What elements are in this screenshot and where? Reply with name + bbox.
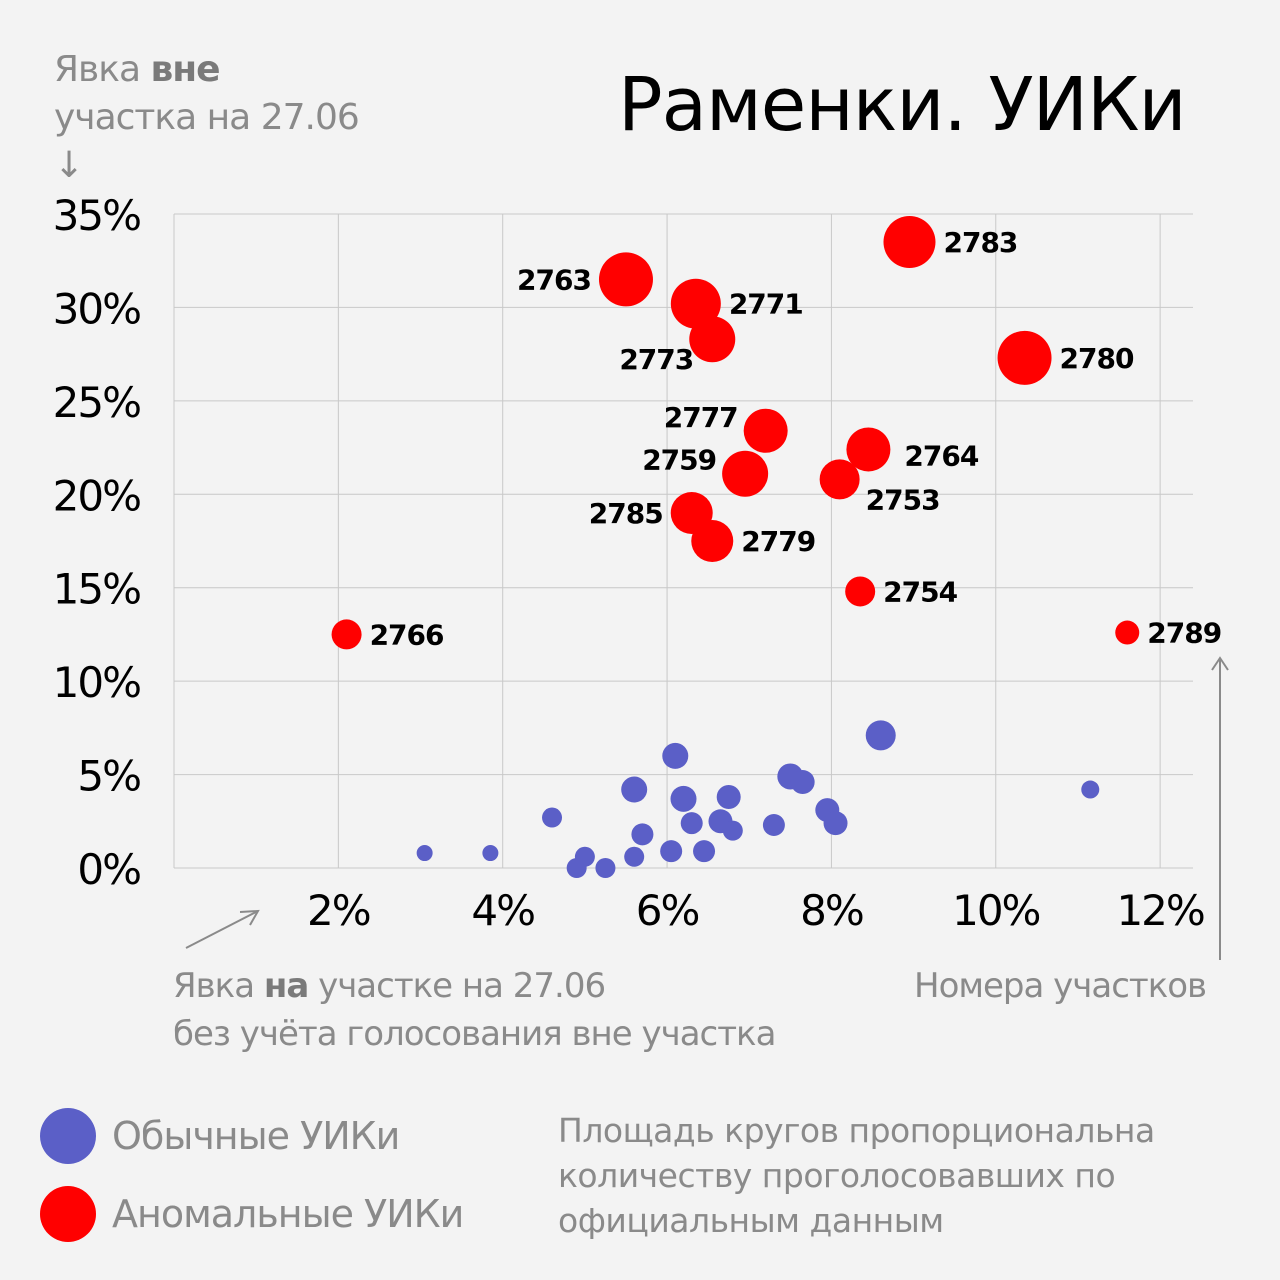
point-label: 2764 bbox=[904, 439, 978, 472]
point-label: 2780 bbox=[1060, 342, 1134, 375]
anomalous-point bbox=[1115, 620, 1140, 645]
normal-point bbox=[680, 812, 703, 835]
anomalous-point bbox=[743, 408, 788, 453]
anomalous-point bbox=[670, 278, 721, 329]
labels-caption: Номера участков bbox=[914, 966, 1207, 1006]
normal-point bbox=[1081, 780, 1100, 799]
y-tick-label: 10% bbox=[53, 658, 140, 707]
x-tick-label: 10% bbox=[952, 886, 1039, 935]
normal-point bbox=[660, 840, 683, 863]
x-caption-line2: без учёта голосования вне участка bbox=[173, 1014, 776, 1054]
x-tick-label: 6% bbox=[636, 886, 699, 935]
anomalous-point bbox=[846, 427, 891, 472]
y-tick-label: 0% bbox=[77, 845, 140, 894]
chart-title: Раменки. УИКи bbox=[618, 62, 1187, 148]
normal-point bbox=[716, 784, 741, 809]
y-tick-label: 5% bbox=[77, 752, 140, 801]
normal-point bbox=[566, 858, 587, 878]
y-tick-label: 25% bbox=[53, 378, 140, 427]
anomalous-point bbox=[691, 520, 734, 562]
anomalous-point bbox=[331, 619, 362, 650]
x-tick-label: 4% bbox=[471, 886, 534, 935]
y-tick-label: 15% bbox=[53, 565, 140, 614]
y-tick-label: 20% bbox=[53, 471, 140, 520]
normal-point bbox=[542, 807, 563, 828]
y-caption-part1: Явка bbox=[54, 49, 151, 90]
anomalous-point bbox=[997, 330, 1052, 385]
normal-point bbox=[595, 858, 616, 878]
y-caption-bold: вне bbox=[150, 49, 220, 90]
point-label: 2753 bbox=[866, 483, 940, 516]
x-tick-label: 2% bbox=[307, 886, 370, 935]
normal-point bbox=[631, 823, 654, 846]
anomalous-point bbox=[598, 252, 653, 307]
diagonal-arrowhead-icon bbox=[239, 909, 260, 926]
point-label: 2789 bbox=[1147, 617, 1221, 650]
normal-point bbox=[670, 785, 697, 812]
size-note: Площадь кругов пропорциональна количеств… bbox=[558, 1111, 1155, 1240]
point-label: 2773 bbox=[619, 343, 693, 376]
normal-point bbox=[865, 720, 896, 751]
anomalous-point bbox=[819, 459, 860, 500]
x-caption-part2: участке на 27.06 bbox=[308, 966, 606, 1006]
point-label: 2754 bbox=[883, 575, 957, 608]
point-label: 2777 bbox=[664, 401, 738, 434]
normal-point bbox=[722, 820, 743, 841]
normal-point bbox=[621, 776, 648, 803]
up-arrowhead-icon bbox=[1211, 656, 1229, 671]
x-caption-bold: на bbox=[263, 966, 309, 1006]
legend-item-anomalous: Аномальные УИКи bbox=[40, 1186, 464, 1242]
y-caption-part2: участка на 27.06 bbox=[54, 97, 360, 138]
down-arrow-icon: ↓ bbox=[54, 145, 84, 186]
point-label: 2771 bbox=[729, 288, 803, 321]
y-axis-caption: Явка вне участка на 27.06 ↓ bbox=[54, 46, 360, 190]
point-label: 2785 bbox=[589, 497, 663, 530]
x-tick-label: 12% bbox=[1116, 886, 1203, 935]
point-label: 2759 bbox=[642, 444, 716, 477]
anomalous-point bbox=[883, 216, 936, 269]
x-tick-label: 8% bbox=[800, 886, 863, 935]
anomalous-point bbox=[689, 316, 736, 363]
legend-dot-normal bbox=[40, 1108, 96, 1164]
anomalous-point bbox=[722, 450, 769, 497]
legend-item-normal: Обычные УИКи bbox=[40, 1108, 400, 1164]
point-label: 2766 bbox=[370, 618, 444, 651]
diagonal-arrow-icon bbox=[185, 911, 257, 949]
x-axis-caption: Явка на участке на 27.06 без учёта голос… bbox=[173, 962, 776, 1058]
legend-label-normal: Обычные УИКи bbox=[112, 1114, 400, 1158]
legend-label-anomalous: Аномальные УИКи bbox=[112, 1192, 464, 1236]
point-label: 2783 bbox=[943, 226, 1017, 259]
legend-dot-anomalous bbox=[40, 1186, 96, 1242]
normal-point bbox=[762, 814, 785, 837]
point-label: 2779 bbox=[741, 525, 815, 558]
y-tick-label: 35% bbox=[53, 191, 140, 240]
y-tick-label: 30% bbox=[53, 284, 140, 333]
x-caption-part1: Явка bbox=[173, 966, 264, 1006]
normal-point bbox=[482, 845, 499, 862]
normal-point bbox=[823, 811, 848, 836]
normal-point bbox=[693, 840, 716, 863]
normal-point bbox=[624, 846, 645, 867]
normal-point bbox=[790, 770, 815, 795]
anomalous-point bbox=[845, 576, 876, 607]
point-label: 2763 bbox=[517, 263, 591, 296]
normal-point bbox=[416, 845, 433, 862]
normal-point bbox=[662, 742, 689, 769]
